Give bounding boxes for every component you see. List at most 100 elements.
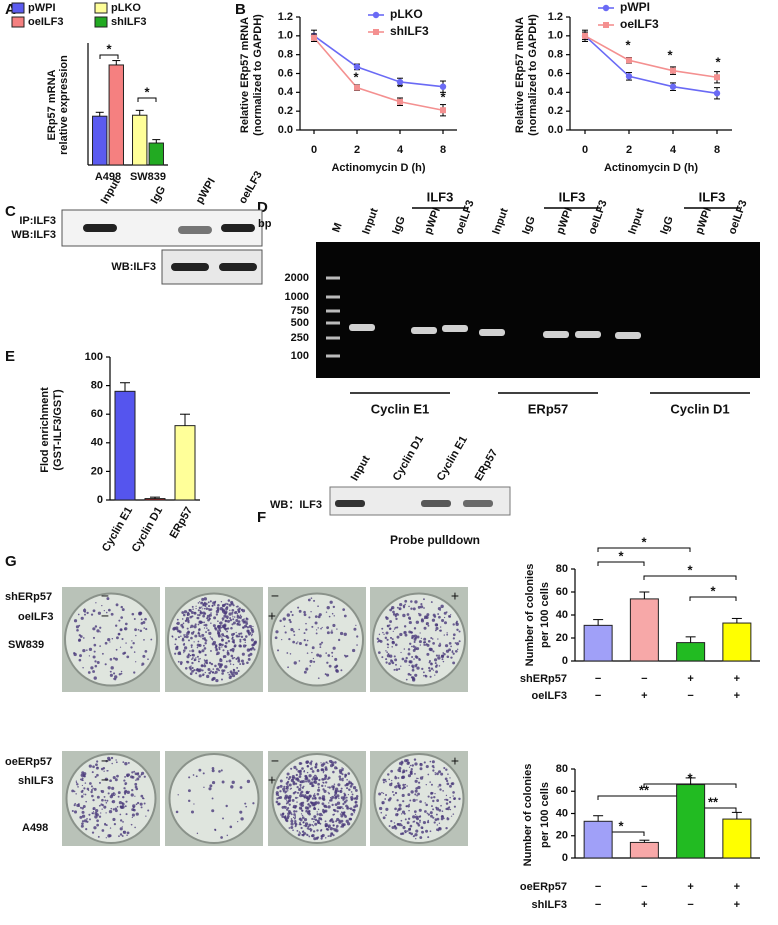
colony <box>345 799 348 802</box>
colony <box>191 657 194 659</box>
colony <box>195 775 198 778</box>
colony <box>224 635 226 638</box>
colony <box>346 822 351 826</box>
colony <box>233 645 236 648</box>
colony <box>286 776 288 779</box>
colony <box>131 640 133 642</box>
colony <box>418 657 421 660</box>
colony <box>331 803 334 807</box>
colony <box>96 661 100 664</box>
condition-sign: − <box>595 690 601 702</box>
colony <box>412 835 415 838</box>
colony <box>123 651 127 655</box>
legend-marker <box>373 29 379 35</box>
colony <box>405 656 408 660</box>
colony <box>111 638 114 640</box>
colony <box>419 821 421 823</box>
colony <box>117 795 120 798</box>
colony <box>189 654 191 657</box>
colony <box>140 771 145 775</box>
colony <box>443 611 447 615</box>
colony <box>277 794 280 797</box>
colony <box>241 618 245 622</box>
colony <box>346 778 348 781</box>
colony <box>392 610 395 614</box>
colony <box>420 605 424 609</box>
colony <box>337 783 341 787</box>
colony <box>221 669 224 672</box>
colony <box>445 768 448 771</box>
colony <box>442 652 445 654</box>
colony <box>385 661 388 664</box>
significance-bracket <box>597 547 691 552</box>
colony <box>332 646 336 650</box>
treatment-name: oeILF3 <box>18 611 53 623</box>
colony <box>108 809 113 814</box>
colony <box>204 642 207 645</box>
colony <box>94 811 98 816</box>
colony <box>332 813 335 816</box>
colony <box>211 780 216 785</box>
colony <box>229 617 232 620</box>
colony <box>325 837 327 839</box>
colony <box>204 659 208 664</box>
colony <box>313 780 316 783</box>
treatment-sign: + <box>451 588 459 604</box>
colony <box>197 632 200 635</box>
colony <box>311 817 314 821</box>
colony <box>445 649 450 653</box>
colony <box>289 653 292 655</box>
colony <box>437 613 440 615</box>
colony <box>239 638 242 641</box>
colony <box>82 648 86 653</box>
colony <box>136 772 140 776</box>
series-line <box>313 37 444 112</box>
colony <box>449 808 452 811</box>
colony <box>437 607 442 611</box>
plate <box>168 753 260 844</box>
colony <box>334 657 338 661</box>
colony <box>412 607 416 611</box>
colony <box>441 815 444 818</box>
colony <box>426 643 430 647</box>
colony <box>317 808 320 811</box>
colony <box>449 777 451 779</box>
colony <box>317 786 320 789</box>
colony <box>445 798 448 801</box>
colony <box>224 619 228 623</box>
colony <box>310 760 313 763</box>
colony <box>243 620 247 623</box>
colony <box>171 635 174 638</box>
colony <box>124 762 128 766</box>
colony <box>196 667 199 671</box>
colony <box>138 775 141 778</box>
colony <box>394 658 398 662</box>
colony <box>306 827 309 830</box>
point <box>439 83 447 90</box>
colony <box>317 768 319 771</box>
colony <box>81 822 84 825</box>
colony <box>298 770 302 774</box>
colony <box>228 612 232 616</box>
colony <box>394 643 398 647</box>
colony <box>299 783 302 787</box>
colony <box>297 779 300 782</box>
colony <box>189 650 191 652</box>
colony <box>177 645 179 648</box>
colony <box>337 790 340 793</box>
colony <box>385 616 389 620</box>
colony <box>334 761 337 764</box>
colony <box>318 613 322 617</box>
colony <box>202 772 205 775</box>
colony <box>279 790 282 793</box>
colony <box>116 806 119 808</box>
colony <box>203 663 206 665</box>
colony <box>400 824 403 827</box>
colony <box>346 654 349 658</box>
colony <box>106 799 109 802</box>
y-axis-label: Relative ERp57 mRNA <box>239 17 251 133</box>
colony <box>437 656 441 660</box>
colony <box>232 618 235 621</box>
colony <box>390 820 393 823</box>
colony <box>400 819 403 822</box>
